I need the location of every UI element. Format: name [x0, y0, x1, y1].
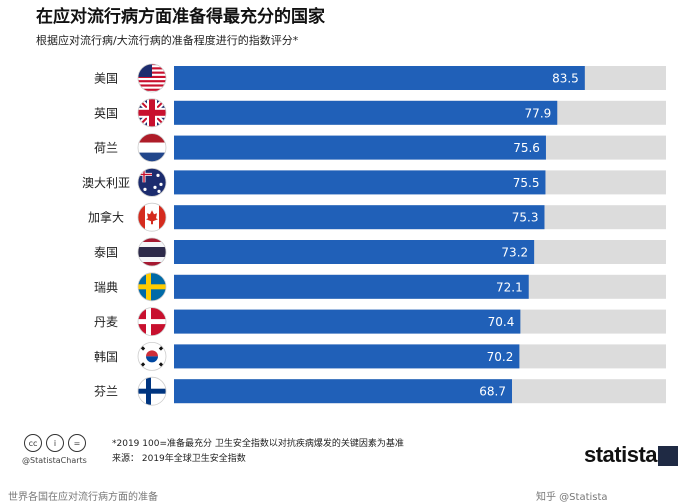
statista-logo: statista [584, 442, 658, 467]
category-label: 荷兰 [94, 141, 118, 155]
flag-ring [137, 341, 167, 371]
flag-ring [137, 63, 167, 93]
flag-ring [137, 202, 167, 232]
chart-subtitle: 根据应对流行病/大流行病的准备程度进行的指数评分* [36, 34, 299, 47]
flag-ring [137, 98, 167, 128]
nd-icon: = [68, 434, 86, 452]
value-label: 75.5 [513, 176, 540, 190]
value-label: 70.4 [488, 315, 515, 329]
bar-4 [174, 205, 545, 230]
value-label: 75.3 [512, 211, 539, 225]
flag-ring [137, 376, 167, 406]
category-label: 泰国 [94, 246, 118, 260]
flag-denmark-icon [138, 307, 166, 336]
bar-9 [174, 379, 513, 404]
flag-sweden-icon [138, 272, 166, 301]
bar-3 [174, 170, 546, 195]
bar-0 [174, 66, 585, 90]
value-label: 75.6 [513, 141, 540, 155]
flag-ring [137, 272, 167, 302]
caption-left: 世界各国在应对流行病方面的准备 [8, 492, 158, 503]
source-note: 来源： 2019年全球卫生安全指数 [112, 454, 246, 464]
flag-uk-icon [138, 98, 166, 127]
flag-ring [137, 237, 167, 267]
category-label: 韩国 [94, 349, 118, 364]
category-label: 丹麦 [94, 315, 118, 329]
flag-ring [137, 167, 167, 197]
statista-logo-mark-icon [658, 446, 678, 466]
value-label: 68.7 [479, 385, 506, 399]
category-label: 英国 [94, 106, 118, 120]
value-label: 77.9 [525, 106, 552, 120]
bar-6 [174, 274, 529, 299]
social-handle: @StatistaCharts [22, 456, 87, 465]
chart-title: 在应对流行病方面准备得最充分的国家 [36, 7, 325, 27]
bar-chart: 83.5 美国 77.9 英国 75.6 荷兰 75.5 澳大利亚 75.3 加拿大 73.2 泰国 7… [82, 63, 666, 406]
cc-icon: cc [24, 434, 42, 452]
flag-canada-icon [138, 203, 166, 232]
value-label: 70.2 [487, 350, 514, 364]
by-icon: i [46, 434, 64, 452]
category-label: 美国 [94, 72, 118, 86]
bar-1 [174, 100, 558, 125]
caption-right: 知乎 @Statista [536, 492, 608, 503]
flag-finland-icon [138, 377, 166, 406]
flag-ring [137, 133, 167, 163]
bar-2 [174, 135, 546, 160]
value-label: 83.5 [552, 72, 579, 86]
footnote: *2019 100=准备最充分 卫生安全指数以对抗疾病爆发的关键因素为基准 [112, 439, 404, 449]
category-label: 加拿大 [88, 210, 124, 225]
category-label: 芬兰 [94, 385, 118, 399]
bar-8 [174, 344, 520, 369]
category-label: 澳大利亚 [82, 176, 130, 190]
license-icons: cc i = [24, 434, 86, 452]
bar-7 [174, 309, 521, 334]
flag-australia-icon [138, 168, 166, 197]
bar-5 [174, 240, 535, 264]
value-label: 73.2 [501, 246, 528, 260]
category-label: 瑞典 [94, 280, 118, 294]
flag-ring [137, 307, 167, 337]
flag-korea-icon [138, 342, 166, 371]
flag-netherlands-icon [138, 133, 166, 162]
flag-thailand-icon [138, 238, 166, 266]
value-label: 72.1 [496, 280, 523, 294]
